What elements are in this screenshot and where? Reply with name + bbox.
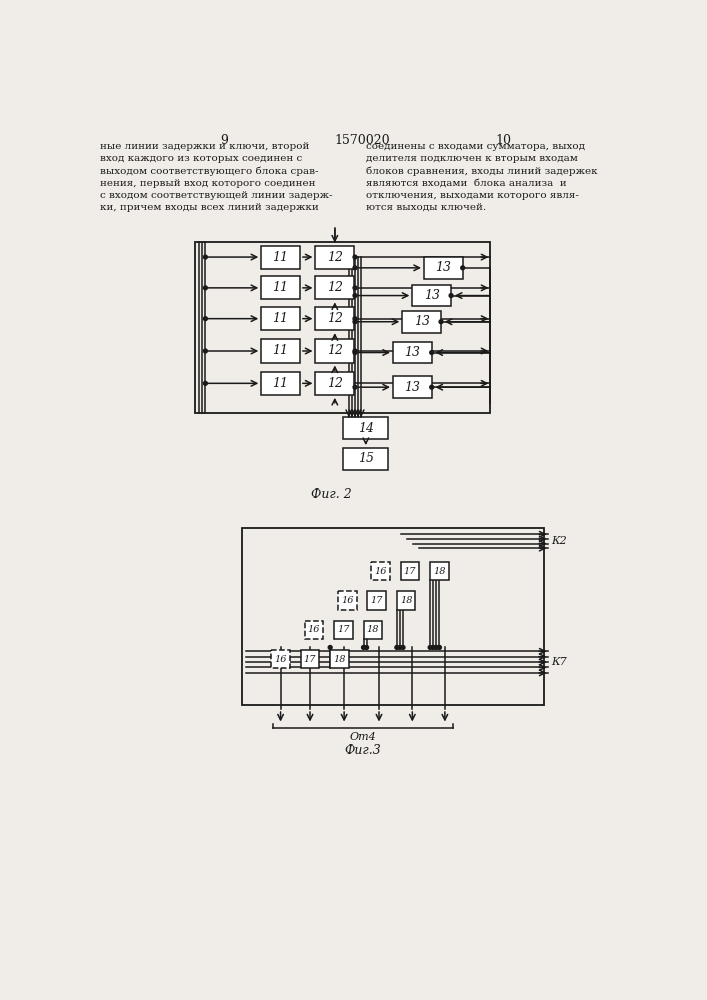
Circle shape [353, 385, 357, 389]
Bar [330, 650, 349, 668]
Text: 12: 12 [327, 377, 343, 390]
Text: 14: 14 [358, 422, 374, 434]
Circle shape [449, 294, 453, 297]
Text: 12: 12 [327, 312, 343, 325]
Circle shape [353, 351, 357, 354]
Bar [393, 376, 432, 398]
Text: Фиг.3: Фиг.3 [344, 744, 381, 757]
Text: 17: 17 [370, 596, 383, 605]
Bar [261, 246, 300, 269]
Circle shape [353, 266, 357, 270]
Circle shape [204, 381, 207, 385]
Text: 13: 13 [436, 261, 451, 274]
Circle shape [204, 317, 207, 321]
Bar [261, 372, 300, 395]
Bar [393, 342, 432, 363]
Bar [334, 620, 353, 639]
Text: 13: 13 [404, 346, 421, 359]
Text: 16: 16 [374, 567, 387, 576]
Text: Фиг. 2: Фиг. 2 [310, 488, 351, 501]
Circle shape [353, 317, 357, 321]
Circle shape [439, 320, 443, 324]
Bar [401, 562, 419, 580]
Text: 13: 13 [414, 315, 430, 328]
Text: 11: 11 [273, 251, 288, 264]
Circle shape [431, 646, 436, 649]
Circle shape [353, 286, 357, 290]
Circle shape [428, 646, 432, 649]
Circle shape [365, 646, 368, 649]
Circle shape [353, 294, 357, 297]
Bar [424, 257, 462, 279]
Bar [271, 650, 290, 668]
Text: 12: 12 [327, 344, 343, 358]
Bar [402, 311, 441, 333]
Text: 18: 18 [333, 654, 346, 664]
Text: 15: 15 [358, 452, 374, 465]
Circle shape [204, 255, 207, 259]
Text: 12: 12 [327, 281, 343, 294]
Circle shape [328, 646, 332, 649]
Bar [261, 276, 300, 299]
Bar [315, 246, 354, 269]
Circle shape [430, 351, 433, 354]
Text: ные линии задержки и ключи, второй
вход каждого из которых соединен с
выходом со: ные линии задержки и ключи, второй вход … [100, 142, 332, 212]
Bar [261, 339, 300, 363]
Bar [300, 650, 320, 668]
Text: 16: 16 [308, 625, 320, 634]
Text: 18: 18 [433, 567, 445, 576]
Circle shape [398, 646, 402, 649]
Bar [315, 339, 354, 363]
Bar [368, 591, 386, 610]
Circle shape [361, 646, 366, 649]
Bar [242, 528, 544, 705]
Text: 17: 17 [304, 654, 316, 664]
Bar [195, 242, 490, 413]
Circle shape [353, 320, 357, 324]
Bar [305, 620, 323, 639]
Bar [397, 591, 416, 610]
Bar [315, 276, 354, 299]
Bar [261, 307, 300, 330]
Text: К2: К2 [551, 536, 567, 546]
Bar [363, 620, 382, 639]
Text: К7: К7 [551, 657, 567, 667]
Circle shape [401, 646, 405, 649]
Text: 11: 11 [273, 312, 288, 325]
Text: 13: 13 [423, 289, 440, 302]
Circle shape [204, 286, 207, 290]
Bar [315, 307, 354, 330]
Text: 10: 10 [495, 134, 511, 147]
Text: 13: 13 [404, 381, 421, 394]
Text: 18: 18 [366, 625, 379, 634]
Bar [371, 562, 390, 580]
Bar [412, 285, 451, 306]
Text: 11: 11 [273, 377, 288, 390]
Circle shape [461, 266, 464, 270]
Circle shape [204, 349, 207, 353]
Circle shape [353, 255, 357, 259]
Circle shape [438, 646, 441, 649]
Bar [430, 562, 449, 580]
Circle shape [353, 349, 357, 353]
Text: 18: 18 [400, 596, 412, 605]
Circle shape [430, 385, 433, 389]
Text: 17: 17 [337, 625, 349, 634]
Text: соединены с входами сумматора, выход
делителя подключен к вторым входам
блоков с: соединены с входами сумматора, выход дел… [366, 142, 597, 212]
Bar [344, 448, 388, 470]
Text: 16: 16 [274, 654, 287, 664]
Text: 11: 11 [273, 344, 288, 358]
Text: 17: 17 [404, 567, 416, 576]
Bar [338, 591, 356, 610]
Bar [344, 417, 388, 439]
Text: 9: 9 [220, 134, 228, 147]
Text: 1570020: 1570020 [334, 134, 390, 147]
Text: 11: 11 [273, 281, 288, 294]
Text: 12: 12 [327, 251, 343, 264]
Circle shape [434, 646, 438, 649]
Text: 16: 16 [341, 596, 354, 605]
Circle shape [395, 646, 399, 649]
Text: От4: От4 [349, 732, 376, 742]
Bar [315, 372, 354, 395]
